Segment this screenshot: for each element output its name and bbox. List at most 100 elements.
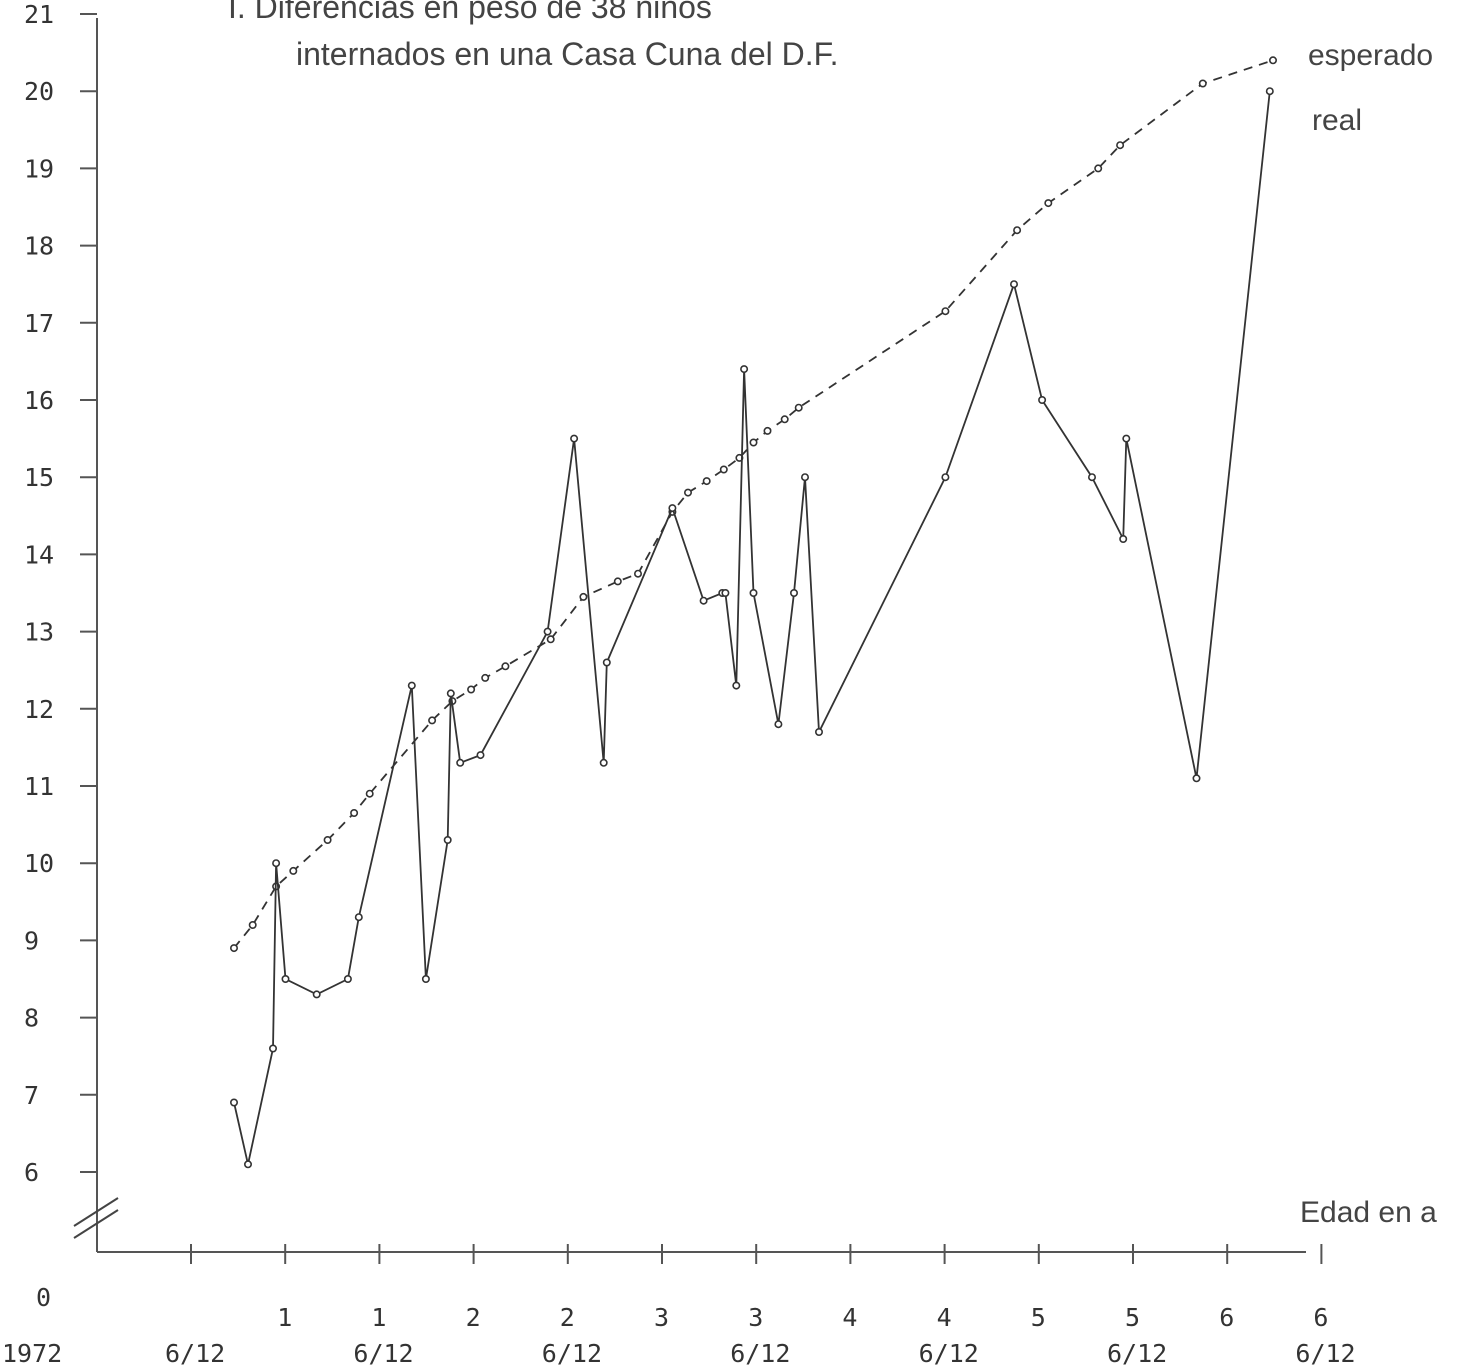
series-line-esperado [233,59,1274,949]
data-point-real [446,689,455,698]
data-point-esperado [248,920,257,929]
data-point-real [668,504,677,513]
data-point-esperado [481,673,490,682]
x-tick-label-year: 4 [842,1303,857,1332]
data-point-real [800,473,809,482]
data-point-real [749,588,758,597]
x-tick-label-year: 4 [937,1303,952,1332]
x-tick-label-month: 6/12 [919,1339,979,1366]
x-tick-label-month: 6/12 [353,1339,413,1366]
y-tick-label: 21 [24,0,54,29]
x-tick-label-month: 6/12 [1107,1339,1167,1366]
y-tick-label: 6 [24,1158,39,1187]
data-point-real [421,974,430,983]
data-point-esperado [428,716,437,725]
data-point-real [1192,774,1201,783]
x-tick-label-year: 2 [560,1303,575,1332]
data-point-esperado [794,403,803,412]
data-point-real [774,720,783,729]
y-tick-label: 14 [24,540,54,569]
y-tick-label: 11 [24,772,54,801]
x-tick-label-year: 2 [466,1303,481,1332]
y-ticks: 6 7 8 9 10 11 12 13 14 15 16 17 18 19 20 21 [24,0,97,1187]
data-point-real [1265,87,1274,96]
data-point-esperado [546,635,555,644]
data-point-esperado [633,569,642,578]
data-point-real [456,758,465,767]
legend-label-esperado: esperado [1308,39,1433,72]
y-tick-label: 18 [24,232,54,261]
data-point-esperado [230,944,239,953]
data-point-esperado [1094,164,1103,173]
data-point-esperado [749,438,758,447]
data-point-real [354,913,363,922]
y-tick-label: 19 [24,154,54,183]
data-point-real [1009,280,1018,289]
y-tick-label: 10 [24,849,54,878]
data-point-esperado [1044,199,1053,208]
data-point-esperado [289,866,298,875]
data-point-real [789,588,798,597]
data-point-real [272,859,281,868]
origin-year-label: 1972 [2,1339,62,1366]
chart-title-line1: I. Diferencias en peso de 38 niños [228,0,712,25]
x-tick-label-month: 6/12 [1295,1339,1355,1366]
series [230,56,1278,1169]
chart-title-line2: internados en una Casa Cuna del D.F. [296,36,839,72]
axis-break-mark [73,1197,119,1239]
data-point-real [244,1160,253,1169]
data-point-real [599,758,608,767]
data-point-real [268,1044,277,1053]
legend-label-real: real [1312,104,1362,137]
data-point-real [230,1098,239,1107]
x-tick-label-year: 3 [748,1303,763,1332]
x-tick-label-year: 5 [1031,1303,1046,1332]
y-tick-label: 17 [24,309,54,338]
x-tick-label-month: 6/12 [165,1339,225,1366]
series-line-real [233,91,1271,1165]
data-point-esperado [683,488,692,497]
data-point-esperado [719,465,728,474]
x-tick-label-month: 6/12 [542,1339,602,1366]
x-ticks: 6/12 1 1 6/12 2 2 6/12 3 3 6/12 4 4 6/12 5 5 6/12 6 6 6/12 [165,1244,1356,1368]
data-point-esperado [501,662,510,671]
data-point-esperado [763,426,772,435]
data-point-esperado [613,577,622,586]
data-point-real [814,727,823,736]
data-point-real [343,974,352,983]
x-tick-label-year: 1 [371,1303,386,1332]
data-point-esperado [702,477,711,486]
y-tick-label: 9 [24,926,39,955]
data-point-esperado [323,835,332,844]
x-tick-label-year: 3 [654,1303,669,1332]
data-point-real [1119,534,1128,543]
data-point-real [312,990,321,999]
x-tick-label-year: 1 [277,1303,292,1332]
data-point-esperado [579,592,588,601]
x-tick-label-month: 6/12 [730,1339,790,1366]
data-point-real [721,588,730,597]
x-axis-label: Edad en a [1300,1196,1437,1229]
data-point-esperado [467,685,476,694]
data-point-esperado [365,789,374,798]
data-point-real [407,681,416,690]
data-point-real [941,473,950,482]
data-point-esperado [1116,141,1125,150]
y-tick-label: 7 [24,1081,39,1110]
x-tick-label-year: 6 [1313,1303,1328,1332]
data-point-real [732,681,741,690]
y-tick-label: 15 [24,463,54,492]
data-point-esperado [780,415,789,424]
data-point-real [476,751,485,760]
x-tick-label-year: 5 [1125,1303,1140,1332]
y-tick-label: 8 [24,1004,39,1033]
data-point-esperado [1198,79,1207,88]
data-point-real [543,627,552,636]
data-point-real [281,974,290,983]
y-tick-label: 12 [24,695,54,724]
data-point-real [443,835,452,844]
data-point-real [1122,434,1131,443]
data-point-real [699,596,708,605]
